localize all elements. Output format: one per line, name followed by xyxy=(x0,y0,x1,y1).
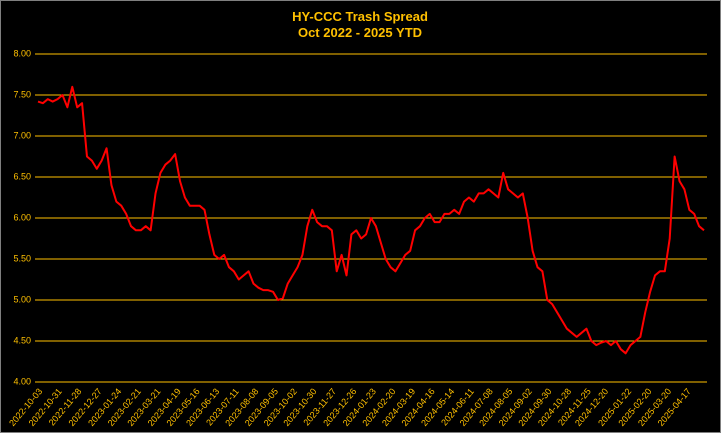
y-tick-label: 4.00 xyxy=(13,376,31,386)
y-tick-label: 7.00 xyxy=(13,130,31,140)
chart-title: HY-CCC Trash Spread xyxy=(292,9,428,24)
y-tick-label: 5.00 xyxy=(13,294,31,304)
y-tick-label: 5.50 xyxy=(13,253,31,263)
y-tick-label: 4.50 xyxy=(13,335,31,345)
y-tick-label: 7.50 xyxy=(13,89,31,99)
y-tick-label: 6.50 xyxy=(13,171,31,181)
data-line xyxy=(37,85,705,355)
chart-subtitle: Oct 2022 - 2025 YTD xyxy=(298,25,422,40)
y-tick-label: 8.00 xyxy=(13,48,31,58)
y-tick-label: 6.00 xyxy=(13,212,31,222)
